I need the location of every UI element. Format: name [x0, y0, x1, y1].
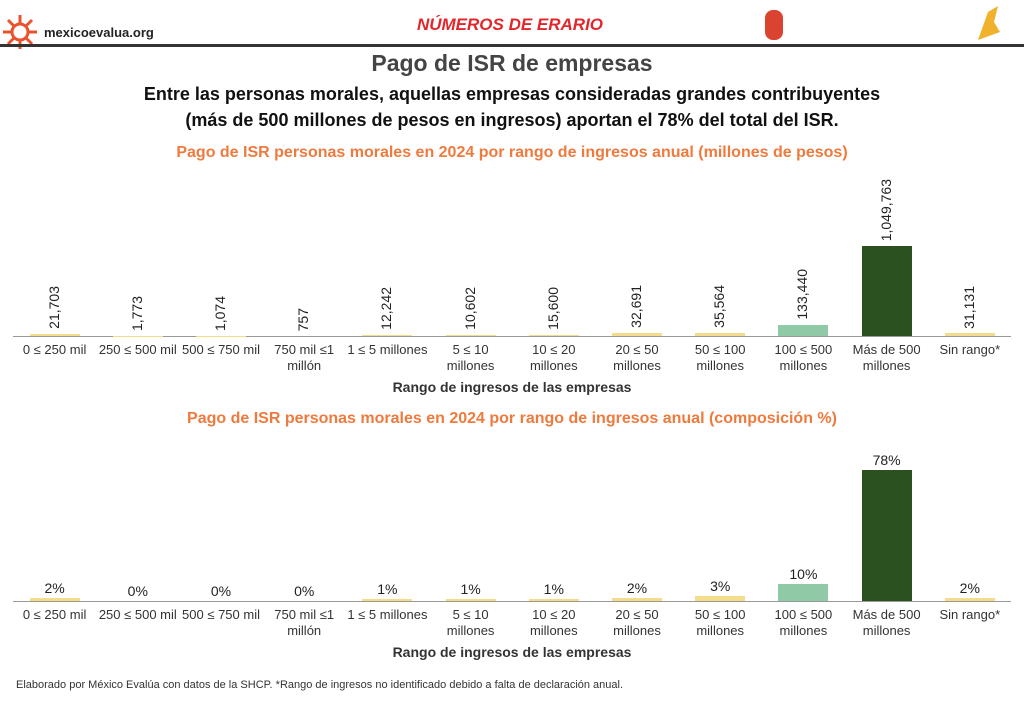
x-tick-label: 1 ≤ 5 millones [347, 607, 428, 622]
x-tick-label: Más de 500 millones [852, 342, 921, 373]
x-tick-label: 500 ≤ 750 mil [182, 342, 260, 357]
x-tick-label: 10 ≤ 20 millones [529, 342, 578, 373]
x-tick-label: 0 ≤ 250 mil [22, 342, 87, 357]
x-axis-line [13, 601, 1012, 602]
x-tick-label: 50 ≤ 100 millones [694, 607, 746, 638]
value-label: 1,773 [128, 295, 145, 331]
mascot [978, 6, 1000, 40]
chart-title: Pago de ISR personas morales en 2024 por… [187, 410, 837, 427]
mascot [765, 10, 783, 40]
x-tick-label: 5 ≤ 10 millones [446, 607, 495, 638]
value-label: 12,242 [378, 287, 395, 330]
site-name: mexicoevalua.org [44, 25, 154, 40]
bar [944, 333, 995, 336]
logo: NÚMEROS DE ERARIO [416, 15, 604, 34]
x-tick-label: 50 ≤ 100 millones [694, 342, 746, 373]
value-label: 0% [294, 583, 315, 599]
bar [695, 595, 746, 601]
value-label: 0% [127, 583, 148, 599]
bar [362, 599, 413, 601]
x-tick-label: 250 ≤ 500 mil [98, 342, 177, 357]
value-label: 21,703 [45, 286, 62, 330]
x-tick-label: 20 ≤ 50 millones [613, 342, 661, 373]
bar [445, 335, 496, 336]
x-axis-label: Rango de ingresos de las empresas [392, 379, 632, 395]
bar [445, 599, 496, 601]
bar [528, 599, 579, 601]
value-label: 1,074 [212, 295, 228, 331]
value-label: 2% [626, 579, 648, 596]
bar [695, 332, 746, 336]
value-label: 3% [710, 577, 731, 594]
bar [612, 333, 662, 336]
value-label: 31,131 [960, 285, 977, 329]
x-tick-label: 5 ≤ 10 millones [446, 342, 495, 373]
bar [362, 334, 413, 336]
x-axis-line [13, 336, 1012, 337]
x-tick-label: 250 ≤ 500 mil [98, 607, 177, 622]
x-tick-label: 100 ≤ 500 millones [774, 342, 833, 373]
x-tick-label: Sin rango* [939, 342, 1001, 357]
value-label: 2% [44, 579, 65, 596]
bar [778, 584, 829, 601]
title: Pago de ISR de empresas [371, 50, 653, 76]
x-axis-label: Rango de ingresos de las empresas [392, 644, 632, 660]
bar [612, 597, 662, 601]
value-label: 35,564 [711, 285, 728, 328]
value-label: 133,440 [794, 268, 811, 320]
chart-title: Pago de ISR personas morales en 2024 por… [176, 144, 848, 161]
subtitle: Entre las personas morales, aquellas emp… [143, 84, 881, 130]
x-tick-label: Más de 500 millones [852, 607, 921, 638]
bar [944, 597, 995, 601]
bar [29, 334, 80, 336]
x-tick-label: 10 ≤ 20 millones [529, 607, 578, 638]
x-tick-label: 750 mil ≤1 millón [274, 342, 335, 373]
bar [861, 470, 912, 601]
value-label: 1% [377, 581, 398, 598]
value-label: 78% [872, 452, 901, 468]
value-label: 1% [543, 581, 564, 598]
bar [528, 334, 579, 336]
bar [778, 324, 829, 336]
x-tick-label: 500 ≤ 750 mil [182, 607, 260, 622]
x-tick-label: 750 mil ≤1 millón [274, 607, 335, 638]
value-label: 32,691 [628, 285, 644, 329]
x-tick-label: 20 ≤ 50 millones [613, 607, 661, 638]
value-label: 2% [959, 579, 980, 596]
value-label: 10,602 [461, 287, 478, 331]
header-rule [0, 44, 1024, 47]
value-label: 0% [210, 583, 232, 599]
x-tick-label: 100 ≤ 500 millones [774, 607, 833, 638]
x-tick-label: Sin rango* [939, 607, 1001, 622]
x-tick-label: 1 ≤ 5 millones [347, 342, 428, 357]
footnote: Elaborado por México Evalúa con datos de… [16, 679, 624, 691]
value-label: 10% [789, 566, 818, 583]
bar [861, 246, 912, 336]
value-label: 757 [295, 307, 312, 331]
x-tick-label: 0 ≤ 250 mil [22, 607, 87, 622]
value-label: 15,600 [544, 286, 561, 330]
value-label: 1,049,763 [877, 178, 894, 241]
value-label: 1% [460, 581, 481, 598]
bar [29, 597, 80, 601]
